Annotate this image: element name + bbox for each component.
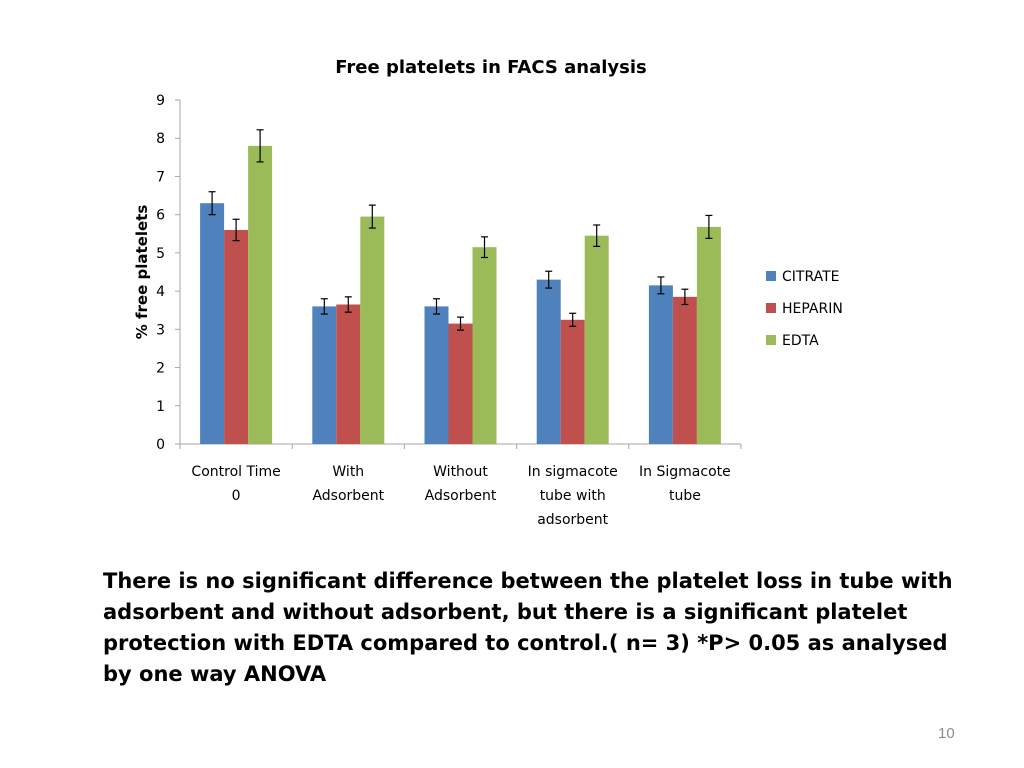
y-tick-label: 6: [156, 208, 165, 224]
slide-caption: There is no significant difference betwe…: [103, 569, 953, 686]
y-tick-label: 4: [156, 284, 165, 300]
y-tick-label: 8: [156, 131, 165, 147]
legend-label-citrate: CITRATE: [782, 269, 840, 285]
y-tick-label: 3: [156, 322, 165, 338]
bar-edta: [584, 235, 609, 444]
bar-chart: Free platelets in FACS analysis % free pl…: [133, 57, 843, 528]
bar-edta: [472, 247, 497, 444]
y-tick-label: 5: [156, 246, 165, 262]
x-tick-label: Without: [433, 464, 488, 480]
x-tick-label: adsorbent: [537, 512, 608, 528]
bar-citrate: [536, 279, 561, 444]
bar-citrate: [200, 203, 225, 444]
y-tick-label: 2: [156, 361, 165, 377]
page-number: 10: [938, 725, 955, 742]
bar-citrate: [312, 306, 337, 444]
legend-swatch-edta: [766, 335, 776, 345]
x-tick-label: Control Time: [191, 464, 280, 480]
bar-edta: [696, 226, 721, 444]
legend-swatch-citrate: [766, 271, 776, 281]
y-tick-label: 0: [156, 437, 165, 453]
x-tick-label: tube with: [540, 488, 606, 504]
legend-label-heparin: HEPARIN: [782, 301, 843, 317]
x-tick-label: Adsorbent: [425, 488, 497, 504]
bar-heparin: [336, 304, 361, 444]
bar-edta: [248, 145, 273, 444]
bar-heparin: [672, 296, 697, 444]
bar-citrate: [424, 306, 449, 444]
x-tick-label: In Sigmacote: [639, 464, 731, 480]
bar-edta: [360, 216, 385, 444]
bar-heparin: [224, 229, 249, 444]
legend-swatch-heparin: [766, 303, 776, 313]
bar-heparin: [560, 319, 585, 444]
y-tick-label: 9: [156, 93, 165, 109]
y-tick-label: 1: [156, 399, 165, 415]
x-tick-label: Adsorbent: [312, 488, 384, 504]
legend-label-edta: EDTA: [782, 333, 819, 349]
bar-heparin: [448, 323, 473, 444]
x-tick-label: 0: [232, 488, 241, 504]
y-tick-label: 7: [156, 169, 165, 185]
bar-citrate: [648, 285, 673, 444]
x-tick-label: In sigmacote: [528, 464, 618, 480]
x-tick-label: tube: [669, 488, 701, 504]
x-tick-label: With: [332, 464, 364, 480]
y-axis-label: % free platelets: [133, 205, 151, 340]
chart-title: Free platelets in FACS analysis: [335, 57, 646, 78]
